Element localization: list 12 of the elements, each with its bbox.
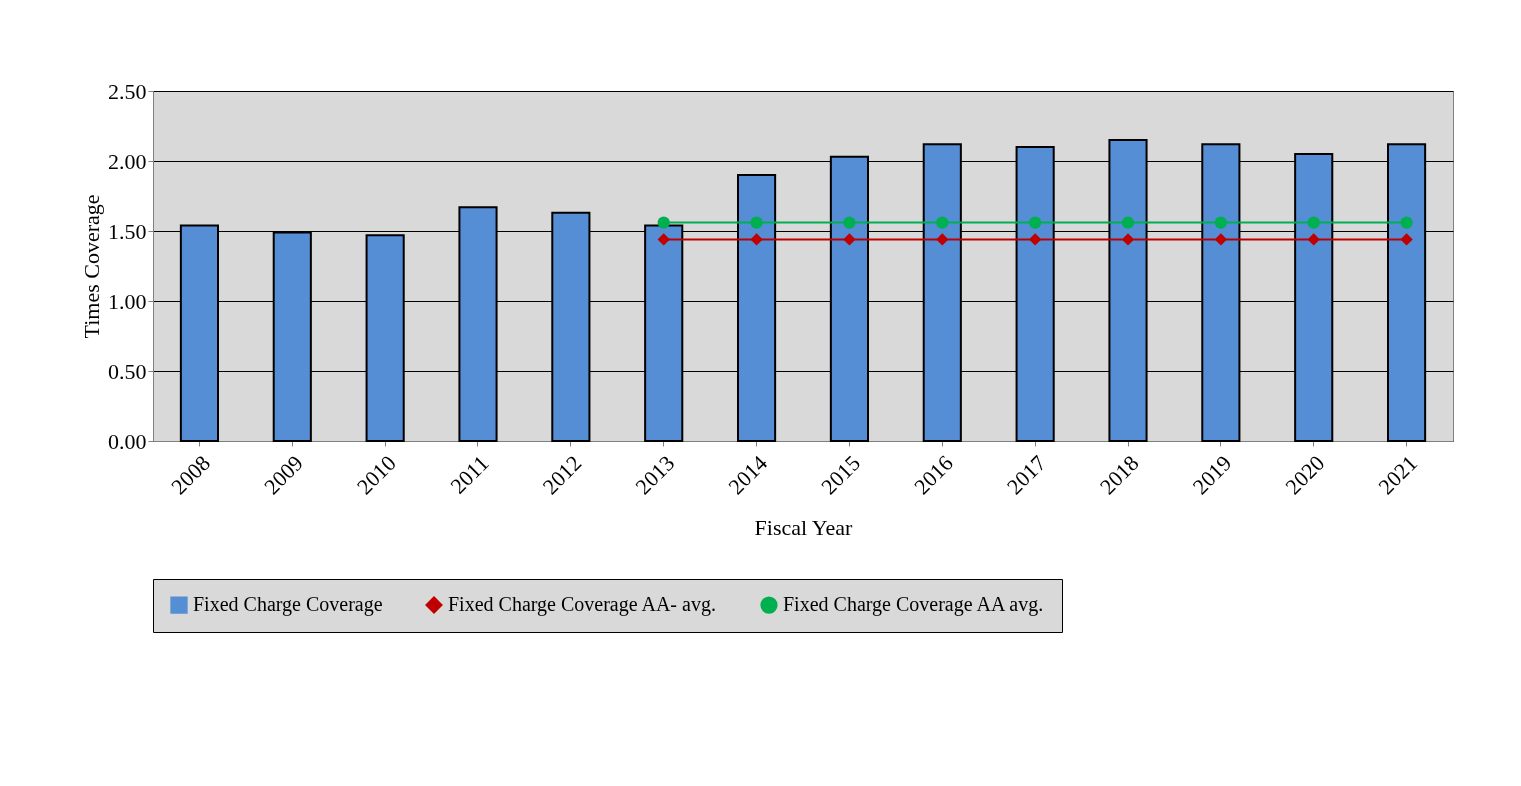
y-tick-label: 0.50 — [108, 358, 147, 384]
x-axis-title: Fiscal Year — [754, 515, 854, 541]
y-tick-label: 2.00 — [108, 148, 147, 174]
y-tick-label: 1.00 — [108, 288, 147, 314]
legend-label: Fixed Charge Coverage AA- avg. — [448, 593, 716, 617]
y-tick-label: 1.50 — [108, 218, 147, 244]
y-tick-label: 2.50 — [108, 78, 147, 104]
x-tick-label: 2011 — [445, 450, 494, 499]
y-tick-label: 0.00 — [108, 428, 147, 454]
y-axis-title: Times Coverage — [79, 194, 104, 339]
legend-label: Fixed Charge Coverage AA avg. — [783, 593, 1044, 617]
legend-label: Fixed Charge Coverage — [193, 593, 383, 617]
